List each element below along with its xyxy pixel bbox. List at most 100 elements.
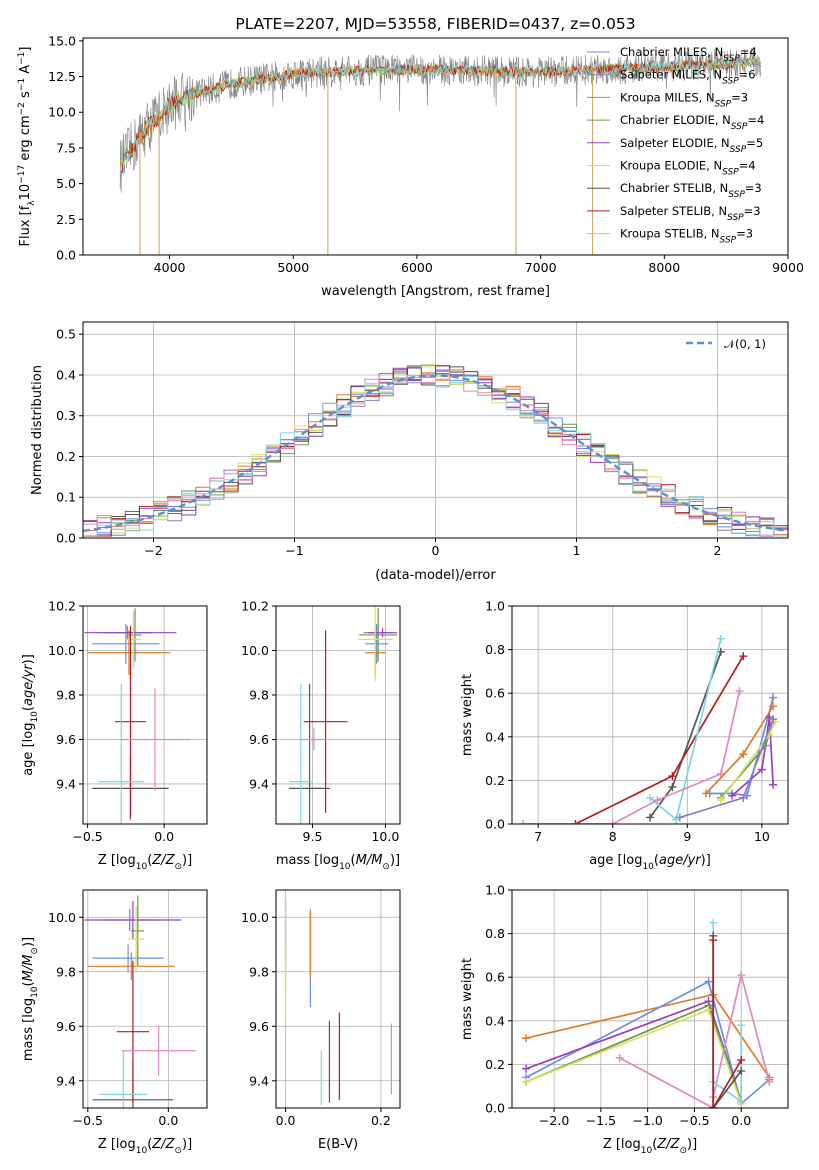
y-tick-label: 10.0: [48, 910, 76, 925]
x-axis-label: (data-model)/error: [375, 568, 496, 583]
legend-label: Salpeter ELODIE, NSSP=5: [620, 136, 763, 155]
series-line: [523, 690, 741, 824]
panel-residuals: −2 −1 0 1 2 0.0 0.1 0.2 0.3 0.4 0.5 (data-model)/er…: [30, 321, 789, 583]
y-axis-label: age [log10(age/yr)]: [21, 654, 40, 776]
x-tick-label: 9.5: [303, 829, 323, 844]
x-tick-label: 1: [573, 543, 581, 558]
x-tick-label: 4000: [154, 260, 186, 275]
series-marker: [522, 1064, 531, 1073]
panel-weight-vs-age: 7 8 9 10 0.0 0.2 0.4 0.6 0.8 1.0 age [log10(age/yr…: [460, 599, 789, 872]
x-tick-label: 0.0: [158, 1113, 178, 1128]
y-axis-label: mass [log10(M/M⊙)]: [21, 937, 40, 1061]
panels: 4000 5000 6000 7000 8000 90000.02.55.07.510.0…: [17, 15, 804, 1156]
series-line: [712, 940, 742, 1108]
series-marker: [608, 820, 617, 824]
series-marker: [615, 1053, 624, 1062]
x-tick-label: 7: [534, 829, 542, 844]
x-tick-label: 0.0: [731, 1113, 751, 1128]
x-tick-label: −2: [144, 543, 162, 558]
x-tick-label: −0.5: [73, 1113, 103, 1128]
series-marker: [646, 813, 654, 822]
legend-label: Chabrier MILES, NSSP=4: [620, 45, 757, 64]
panel-mass-vs-Z: −0.5 0.0 9.4 9.6 9.8 10.0 Z [log10(Z/Z⊙)] mass …: [21, 889, 208, 1156]
x-tick-label: 9: [683, 829, 691, 844]
x-tick-label: 10: [754, 829, 770, 844]
y-tick-label: 10.2: [241, 599, 269, 614]
legend-label: Salpeter STELIB, NSSP=3: [620, 204, 761, 223]
model-spectrum: [119, 58, 761, 175]
legend-label: Kroupa STELIB, NSSP=3: [620, 227, 753, 246]
x-axis-label: Z [log10(Z/Z⊙)]: [98, 1137, 192, 1156]
y-tick-label: 0.5: [56, 327, 76, 342]
axes-frame: [511, 889, 789, 1109]
y-tick-label: 0.1: [56, 490, 76, 505]
series-marker: [769, 702, 778, 711]
series-line: [525, 1004, 743, 1102]
observed-spectrum: [119, 46, 762, 193]
y-tick-label: 9.6: [56, 1019, 76, 1034]
series-marker: [675, 813, 684, 822]
series-marker: [716, 796, 725, 805]
x-tick-label: 6000: [401, 260, 433, 275]
plot-area: [512, 890, 788, 1108]
y-tick-label: 5.0: [56, 176, 76, 191]
legend-label: Salpeter MILES, NSSP=6: [620, 68, 756, 87]
y-tick-label: 0.8: [485, 926, 505, 941]
series-marker: [757, 765, 766, 774]
y-tick-label: 0.0: [56, 248, 76, 263]
y-tick-label: 12.5: [48, 69, 76, 84]
x-tick-label: 8: [609, 829, 617, 844]
series-marker: [519, 820, 528, 824]
panel-age-vs-mass: 9.5 10.0 9.4 9.6 9.8 10.0 10.2 mass [log10(M/M⊙…: [241, 599, 401, 872]
legend-label: Chabrier ELODIE, NSSP=4: [620, 113, 764, 132]
x-tick-label: 10.0: [371, 829, 399, 844]
panel-spectrum: 4000 5000 6000 7000 8000 9000 0.0 2.5 5.0 7.5 10.0…: [17, 15, 804, 299]
x-tick-label: 0.2: [371, 1113, 391, 1128]
axes-frame: [275, 605, 401, 825]
y-tick-label: 0.0: [485, 817, 505, 832]
series-marker: [709, 918, 718, 927]
series-marker: [522, 1034, 531, 1043]
y-tick-label: 9.8: [56, 687, 76, 702]
y-tick-label: 10.2: [48, 599, 76, 614]
y-tick-label: 0.3: [56, 408, 76, 423]
series-marker: [716, 634, 725, 643]
axes-frame: [82, 889, 208, 1109]
y-tick-label: 9.6: [249, 732, 269, 747]
series-marker: [704, 977, 713, 986]
y-tick-label: 10.0: [48, 105, 76, 120]
panel-mass-vs-EBV: 0.0 0.2 9.4 9.6 9.8 10.0 E(B-V): [241, 889, 401, 1152]
x-tick-label: −1.5: [586, 1113, 616, 1128]
series-marker: [522, 1077, 531, 1086]
series-marker: [737, 1097, 746, 1106]
plot-area: [276, 890, 400, 1108]
axes-frame: [82, 37, 789, 256]
x-tick-label: −2.0: [539, 1113, 569, 1128]
panel-age-vs-Z: −0.5 0.0 9.4 9.6 9.8 10.0 10.2 Z [log10(Z/Z⊙)] a…: [21, 599, 208, 872]
y-tick-label: 9.8: [56, 964, 76, 979]
series-marker: [739, 793, 748, 802]
x-tick-label: −0.5: [72, 829, 102, 844]
y-tick-label: 0.0: [485, 1101, 505, 1116]
legend: Chabrier MILES, NSSP=4 Salpeter MILES, NS…: [587, 45, 764, 246]
x-tick-label: 5000: [277, 260, 309, 275]
y-tick-label: 0.4: [485, 1013, 505, 1028]
y-tick-label: 0.2: [485, 773, 505, 788]
series-marker: [769, 715, 778, 724]
y-tick-label: 9.4: [56, 776, 76, 791]
y-tick-label: 1.0: [485, 599, 505, 614]
series-marker: [739, 652, 748, 661]
series-marker: [769, 693, 778, 702]
y-tick-label: 9.6: [56, 732, 76, 747]
y-tick-label: 0.4: [56, 367, 76, 382]
y-tick-label: 10.0: [241, 643, 269, 658]
y-tick-label: 0.8: [485, 642, 505, 657]
x-tick-label: 2: [714, 543, 722, 558]
y-tick-label: 2.5: [56, 212, 76, 227]
y-axis-label: mass weight: [460, 958, 475, 1040]
y-tick-label: 10.0: [48, 643, 76, 658]
y-axis-label: Flux [fλ10−17 erg cm−2 s−1 A−1]: [17, 47, 37, 247]
y-tick-label: 0.4: [485, 729, 505, 744]
axes-frame: [82, 605, 208, 825]
series-marker: [728, 791, 737, 800]
